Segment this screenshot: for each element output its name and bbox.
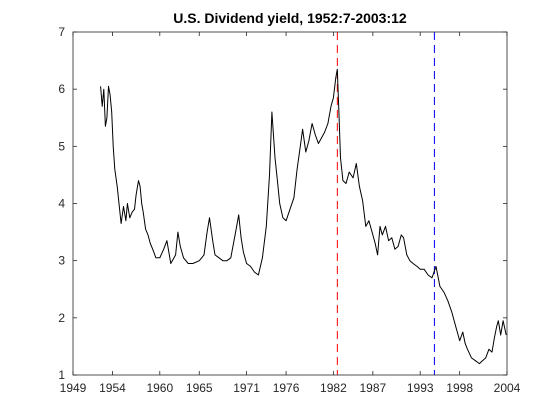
series-layer [100, 68, 507, 365]
event-markers [336, 32, 435, 375]
x-tick-label: 1998 [446, 381, 473, 395]
x-tick-label: 2004 [494, 381, 521, 395]
x-tick-label: 1965 [186, 381, 213, 395]
chart-title: U.S. Dividend yield, 1952:7-2003:12 [173, 10, 407, 26]
x-tick-label: 1982 [320, 381, 347, 395]
y-tick-label: 6 [58, 82, 65, 96]
x-tick-label: 1949 [60, 381, 87, 395]
x-tick-label: 1971 [233, 381, 260, 395]
x-tick-label: 1976 [273, 381, 300, 395]
y-tick-label: 1 [58, 368, 65, 382]
x-tick-label: 1954 [99, 381, 126, 395]
axes: 1949 1954 1960 1965 1971 1976 1982 1987 1993 1998… [58, 25, 520, 395]
x-tick-label: 1987 [360, 381, 387, 395]
series-line-1 [100, 68, 507, 365]
y-tick-label: 4 [58, 197, 65, 211]
y-tick-label: 7 [58, 25, 65, 39]
x-tick-label: 1960 [146, 381, 173, 395]
y-tick-label: 3 [58, 254, 65, 268]
y-tick-label: 2 [58, 311, 65, 325]
x-tick-label: 1993 [407, 381, 434, 395]
y-tick-label: 5 [58, 139, 65, 153]
plot-area [73, 32, 507, 375]
